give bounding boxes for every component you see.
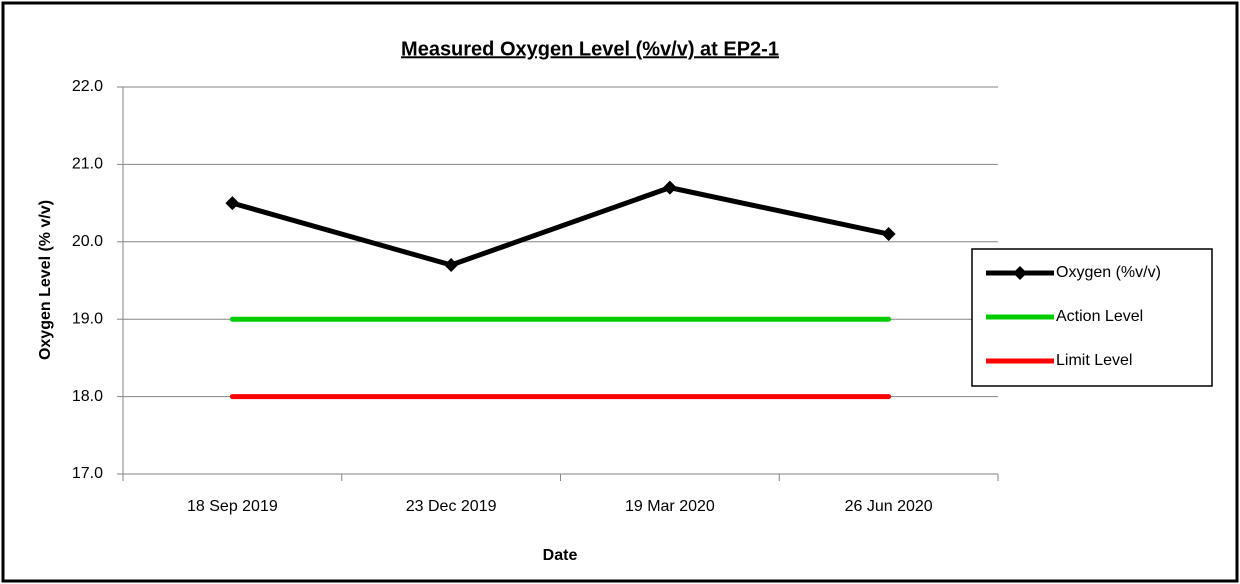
legend-marker xyxy=(1013,266,1027,280)
x-tick-label: 26 Jun 2020 xyxy=(845,498,933,515)
x-axis-title: Date xyxy=(543,547,578,564)
data-point xyxy=(662,180,677,195)
legend-label: Action Level xyxy=(1056,308,1143,325)
y-tick-label: 20.0 xyxy=(72,233,103,250)
y-tick-label: 17.0 xyxy=(72,465,103,482)
x-tick-label: 18 Sep 2019 xyxy=(187,498,278,515)
chart-title: Measured Oxygen Level (%v/v) at EP2-1 xyxy=(401,38,779,60)
y-tick-label: 19.0 xyxy=(72,310,103,327)
data-point xyxy=(881,227,896,242)
y-tick-label: 22.0 xyxy=(72,78,103,95)
data-point xyxy=(225,196,240,211)
legend-label: Oxygen (%v/v) xyxy=(1056,264,1161,281)
data-point xyxy=(444,258,459,273)
legend-label: Limit Level xyxy=(1056,352,1132,369)
x-tick-label: 23 Dec 2019 xyxy=(406,498,497,515)
y-axis-title: Oxygen Level (% v/v) xyxy=(37,200,54,360)
x-tick-label: 19 Mar 2020 xyxy=(625,498,715,515)
y-tick-label: 21.0 xyxy=(72,156,103,173)
series-line xyxy=(229,185,892,268)
y-tick-label: 18.0 xyxy=(72,388,103,405)
